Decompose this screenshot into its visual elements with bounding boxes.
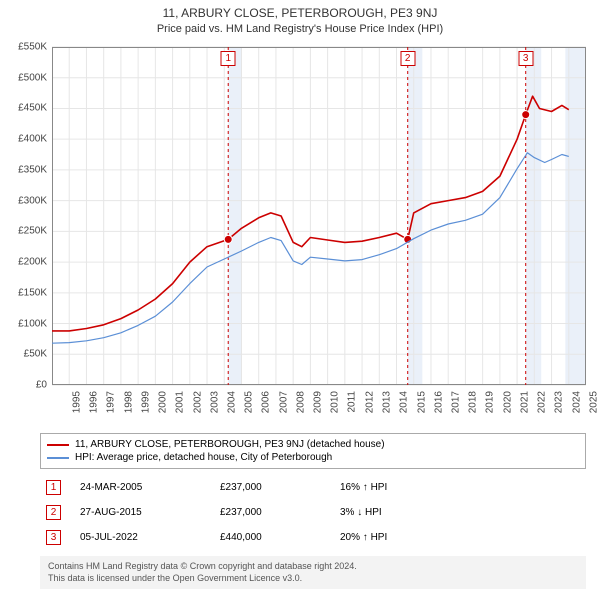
- page-subtitle: Price paid vs. HM Land Registry's House …: [0, 20, 600, 41]
- x-tick-label: 1996: [88, 391, 99, 413]
- x-tick-label: 2015: [416, 391, 427, 413]
- x-tick-label: 2024: [571, 391, 582, 413]
- x-tick-label: 2007: [278, 391, 289, 413]
- x-tick-label: 2003: [209, 391, 220, 413]
- x-tick-label: 1999: [140, 391, 151, 413]
- x-tick-label: 2010: [330, 391, 341, 413]
- sale-row: 1 24-MAR-2005£237,00016% ↑ HPI: [40, 475, 586, 500]
- sale-price: £237,000: [214, 475, 334, 500]
- sale-delta: 3% ↓ HPI: [334, 500, 586, 525]
- x-tick-label: 2001: [175, 391, 186, 413]
- page-title: 11, ARBURY CLOSE, PETERBOROUGH, PE3 9NJ: [0, 0, 600, 20]
- sale-delta: 16% ↑ HPI: [334, 475, 586, 500]
- x-tick-label: 2004: [226, 391, 237, 413]
- event-marker-3: 3: [518, 51, 533, 66]
- x-tick-label: 2002: [192, 391, 203, 413]
- sale-date: 24-MAR-2005: [74, 475, 214, 500]
- event-marker-2: 2: [400, 51, 415, 66]
- line-chart: [52, 41, 586, 389]
- x-tick-label: 2023: [554, 391, 565, 413]
- x-tick-label: 2025: [588, 391, 599, 413]
- x-tick-label: 1995: [71, 391, 82, 413]
- x-tick-label: 1997: [106, 391, 117, 413]
- sales-table: 1 24-MAR-2005£237,00016% ↑ HPI 2 27-AUG-201…: [40, 475, 586, 550]
- x-tick-label: 2006: [261, 391, 272, 413]
- y-tick-label: £50K: [24, 349, 52, 360]
- x-tick-label: 2022: [536, 391, 547, 413]
- x-tick-label: 2018: [467, 391, 478, 413]
- x-tick-label: 2017: [450, 391, 461, 413]
- sale-marker: 3: [46, 530, 61, 545]
- legend-swatch: [47, 444, 69, 446]
- x-tick-label: 2012: [364, 391, 375, 413]
- y-tick-label: £150K: [18, 287, 52, 298]
- x-tick-label: 2021: [519, 391, 530, 413]
- legend: 11, ARBURY CLOSE, PETERBOROUGH, PE3 9NJ …: [40, 433, 586, 469]
- sale-delta: 20% ↑ HPI: [334, 525, 586, 550]
- sale-date: 27-AUG-2015: [74, 500, 214, 525]
- y-tick-label: £550K: [18, 42, 52, 53]
- sale-price: £237,000: [214, 500, 334, 525]
- x-tick-label: 2019: [485, 391, 496, 413]
- chart-area: £0£50K£100K£150K£200K£250K£300K£350K£400…: [52, 41, 586, 389]
- y-tick-label: £0: [36, 380, 52, 391]
- x-tick-label: 2020: [502, 391, 513, 413]
- legend-item: HPI: Average price, detached house, City…: [47, 451, 579, 464]
- x-tick-label: 1998: [123, 391, 134, 413]
- x-tick-label: 2000: [157, 391, 168, 413]
- sale-price: £440,000: [214, 525, 334, 550]
- y-tick-label: £250K: [18, 226, 52, 237]
- attribution-footnote: Contains HM Land Registry data © Crown c…: [40, 556, 586, 589]
- x-tick-label: 2009: [312, 391, 323, 413]
- x-tick-label: 2011: [346, 391, 357, 413]
- footnote-line-1: Contains HM Land Registry data © Crown c…: [48, 561, 578, 573]
- event-marker-1: 1: [221, 51, 236, 66]
- legend-label: 11, ARBURY CLOSE, PETERBOROUGH, PE3 9NJ …: [75, 439, 385, 450]
- sale-row: 2 27-AUG-2015£237,0003% ↓ HPI: [40, 500, 586, 525]
- sale-marker: 1: [46, 480, 61, 495]
- legend-item: 11, ARBURY CLOSE, PETERBOROUGH, PE3 9NJ …: [47, 438, 579, 451]
- sale-date: 05-JUL-2022: [74, 525, 214, 550]
- y-tick-label: £450K: [18, 103, 52, 114]
- y-tick-label: £500K: [18, 72, 52, 83]
- legend-label: HPI: Average price, detached house, City…: [75, 452, 332, 463]
- x-tick-label: 2014: [399, 391, 410, 413]
- legend-swatch: [47, 457, 69, 459]
- y-tick-label: £100K: [18, 318, 52, 329]
- sale-row: 3 05-JUL-2022£440,00020% ↑ HPI: [40, 525, 586, 550]
- x-tick-label: 2008: [295, 391, 306, 413]
- y-tick-label: £300K: [18, 195, 52, 206]
- sale-marker: 2: [46, 505, 61, 520]
- x-axis-labels: 1995 1996 1997 1998 1999 2000 2001 2002 2003 2004…: [52, 389, 586, 429]
- x-tick-label: 2013: [381, 391, 392, 413]
- x-tick-label: 2016: [433, 391, 444, 413]
- footnote-line-2: This data is licensed under the Open Gov…: [48, 573, 578, 585]
- x-tick-label: 2005: [244, 391, 255, 413]
- y-tick-label: £350K: [18, 164, 52, 175]
- y-tick-label: £400K: [18, 134, 52, 145]
- y-tick-label: £200K: [18, 257, 52, 268]
